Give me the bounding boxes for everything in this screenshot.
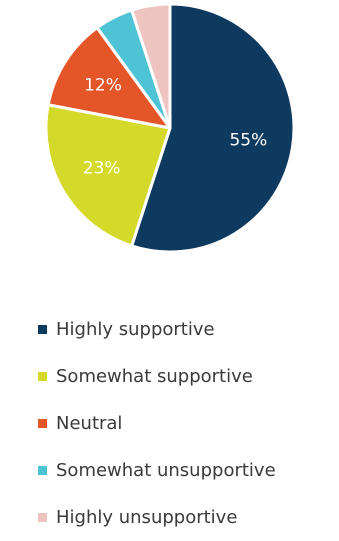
pie-slice-neutral — [46, 26, 172, 130]
slice-data-label: 12% — [84, 75, 122, 95]
legend-item-highly-unsupportive: Highly unsupportive — [38, 494, 276, 541]
legend: Highly supportive Somewhat supportive Ne… — [38, 306, 276, 541]
pie-chart: 55% 23% 12% — [44, 2, 296, 254]
legend-item-highly-supportive: Highly supportive — [38, 306, 276, 353]
legend-swatch-neutral — [38, 419, 47, 428]
legend-swatch-highly-supportive — [38, 325, 47, 334]
legend-label: Neutral — [56, 413, 123, 434]
slice-data-label: 23% — [83, 158, 121, 178]
pie-slice-highly-supportive — [130, 2, 296, 254]
legend-swatch-highly-unsupportive — [38, 513, 47, 522]
legend-swatch-somewhat-supportive — [38, 372, 47, 381]
legend-label: Highly supportive — [56, 319, 215, 340]
pie-slice-somewhat-supportive — [44, 103, 172, 248]
legend-item-somewhat-unsupportive: Somewhat unsupportive — [38, 447, 276, 494]
legend-label: Somewhat supportive — [56, 366, 253, 387]
legend-label: Somewhat unsupportive — [56, 460, 276, 481]
slice-data-label: 55% — [229, 130, 267, 150]
legend-item-somewhat-supportive: Somewhat supportive — [38, 353, 276, 400]
legend-swatch-somewhat-unsupportive — [38, 466, 47, 475]
legend-item-neutral: Neutral — [38, 400, 276, 447]
pie-slice-highly-unsupportive — [130, 2, 172, 130]
legend-label: Highly unsupportive — [56, 507, 238, 528]
